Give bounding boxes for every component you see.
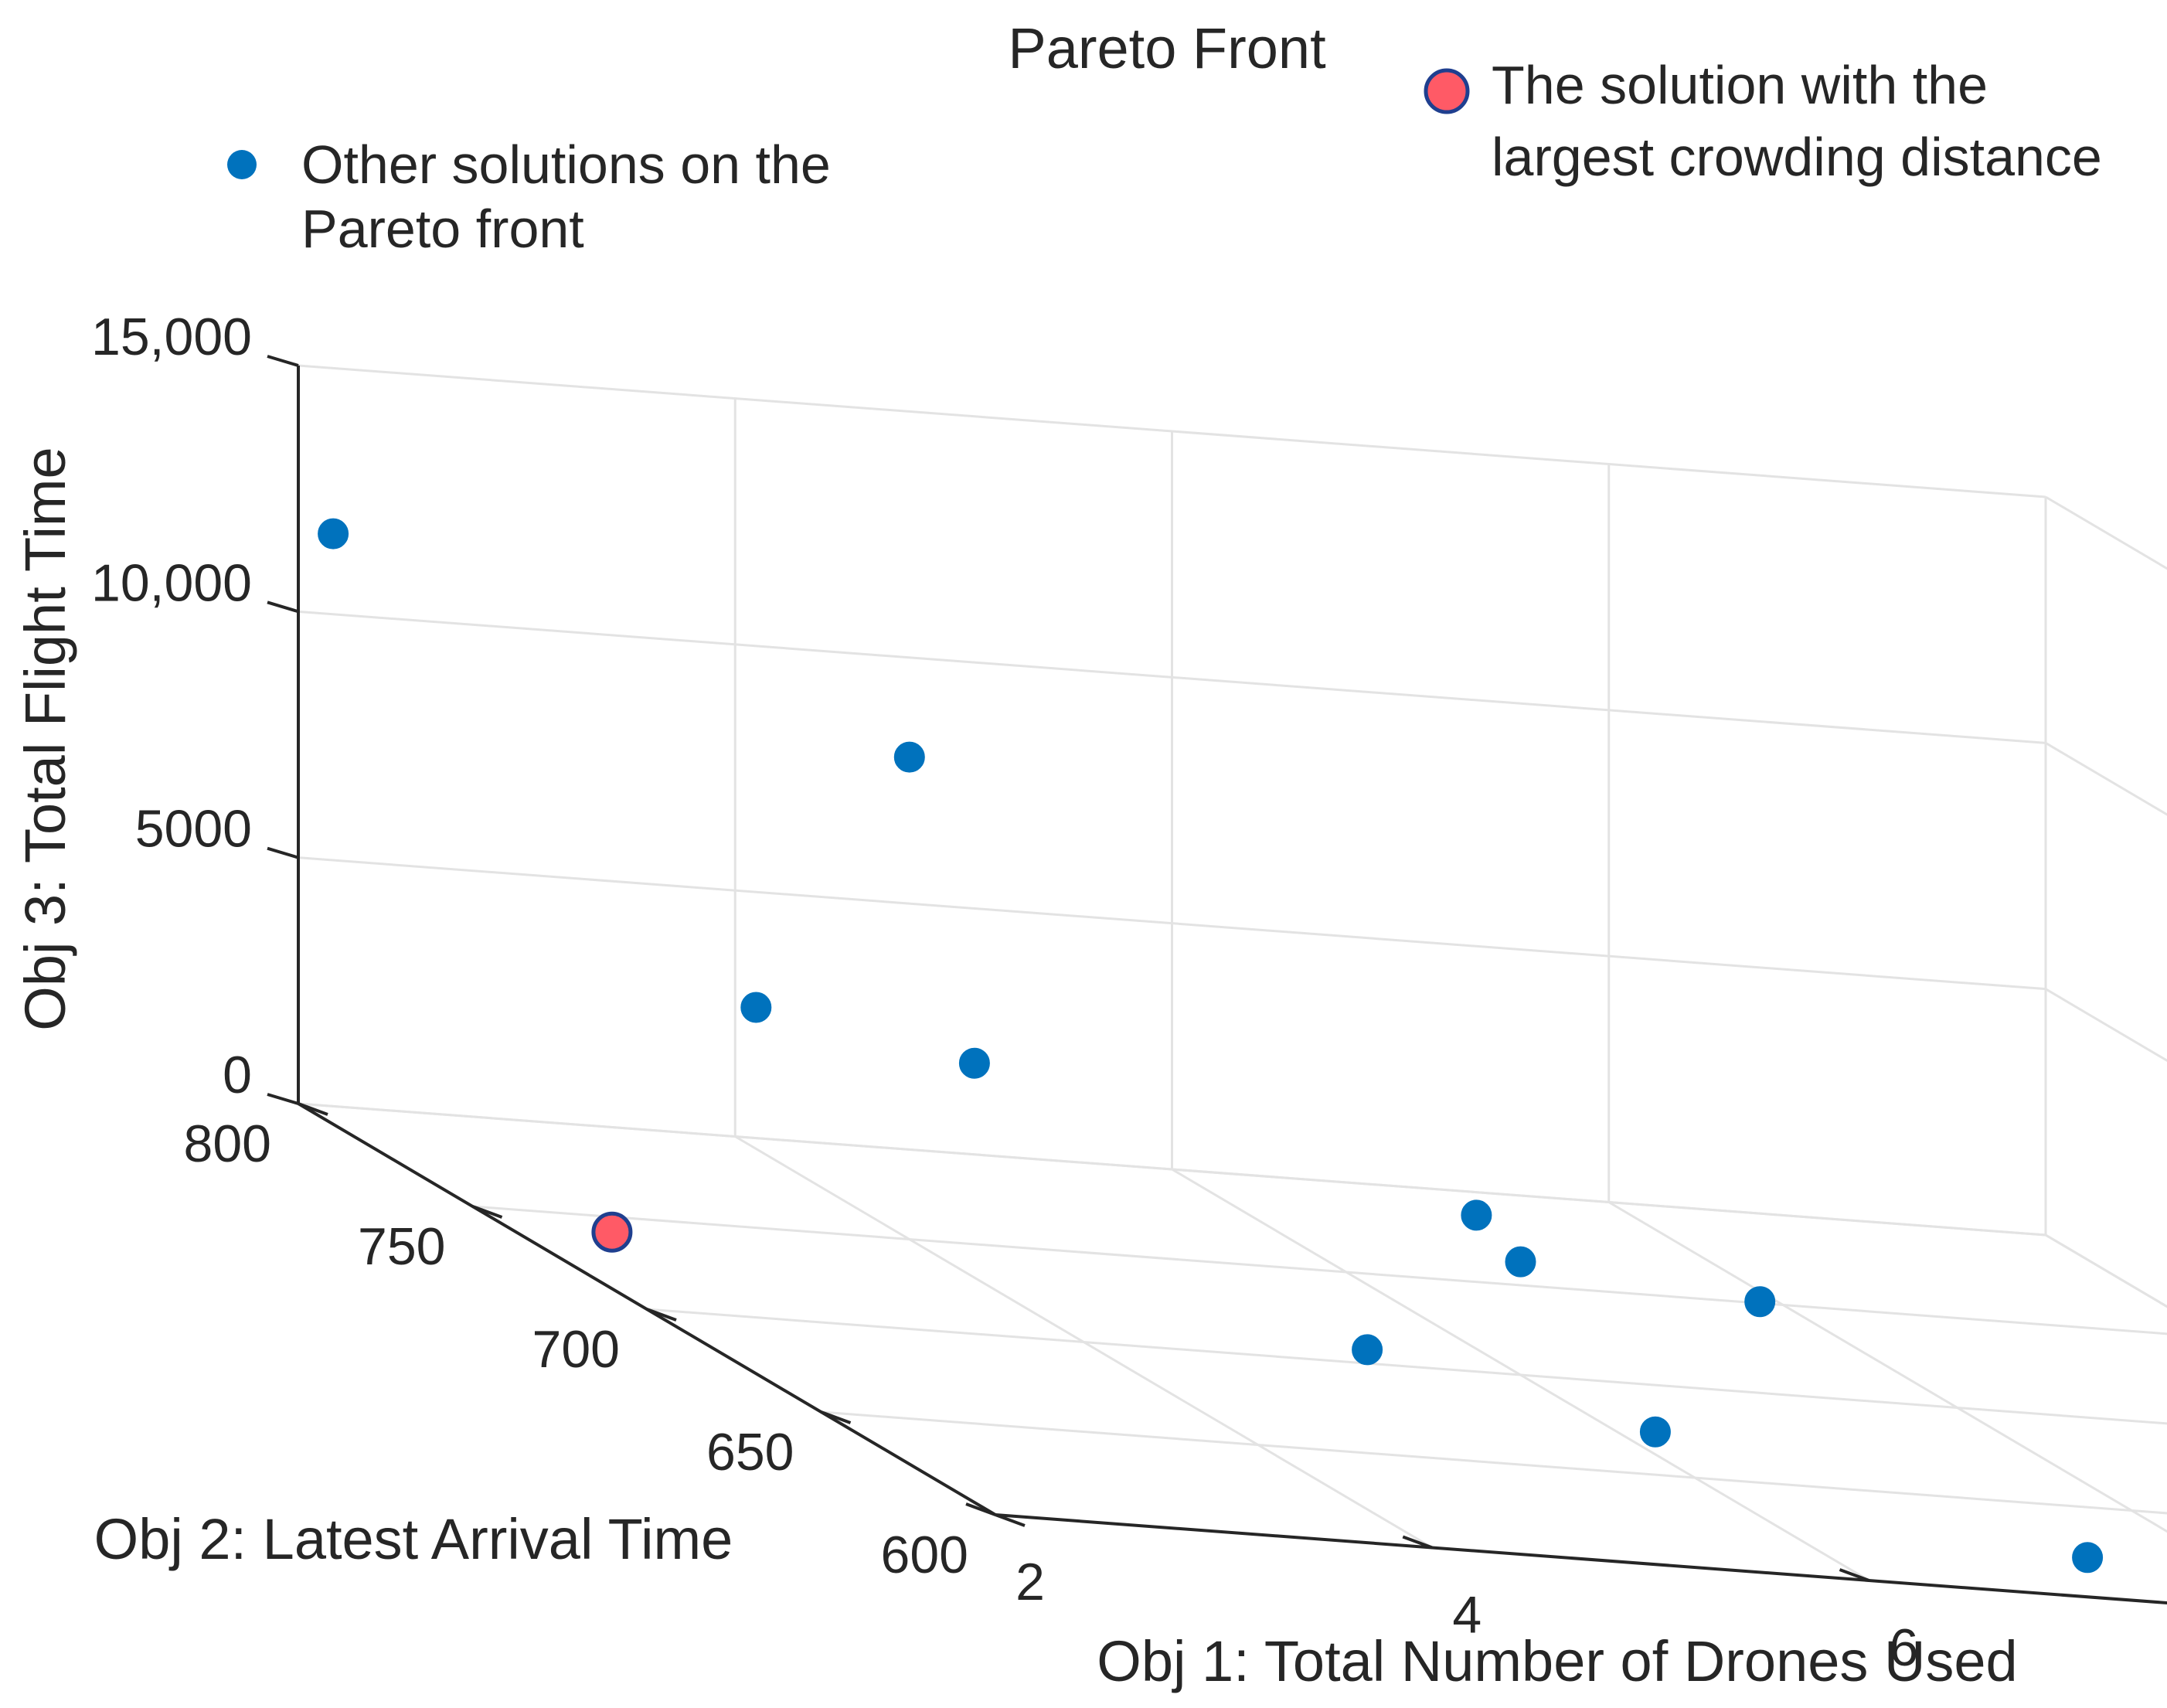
legend-marker-other-solutions [227, 150, 257, 179]
z-tick-label: 5000 [135, 800, 252, 859]
data-point [1461, 1199, 1492, 1231]
y-tick [471, 1205, 503, 1219]
legend-marker-best-solution [1424, 68, 1470, 114]
legend-entry-other-solutions: Other solutions on the Pareto front [227, 134, 831, 259]
back-wall-gridline-z [298, 610, 2046, 744]
data-point [318, 518, 349, 549]
y-tick-label: 700 [532, 1320, 620, 1379]
legend-label-other-line1: Other solutions on the [301, 134, 831, 195]
z-tick-label: 0 [223, 1046, 252, 1104]
z-axis-label: Obj 3: Total Flight Time [13, 447, 77, 1030]
y-tick-label: 600 [881, 1526, 968, 1584]
back-wall-gridline-z [298, 1102, 2046, 1237]
data-points [318, 518, 2104, 1574]
x-tick-label: 6 [1890, 1618, 1919, 1677]
floor-gridline-y [821, 1410, 2167, 1515]
legend-entry-best-solution: The solution with the largest crowding d… [1424, 55, 2102, 187]
z-tick [267, 846, 299, 859]
z-tick [267, 355, 299, 367]
y-tick [298, 1102, 328, 1116]
x-tick-label: 2 [1015, 1553, 1045, 1611]
side-wall-gridline-z [2045, 988, 2167, 1063]
z-tick-label: 10,000 [91, 553, 252, 612]
side-wall-gridline-z [2045, 742, 2167, 816]
y-tick-label: 650 [706, 1423, 794, 1482]
x-axis-label: Obj 1: Total Number of Drones Used [1097, 1629, 2017, 1693]
side-wall-gridline-z [2045, 1233, 2167, 1308]
grid-layer [297, 364, 2167, 1604]
axis-layer [267, 355, 2167, 1604]
data-point [893, 741, 925, 773]
data-point [1505, 1246, 1536, 1278]
data-point [1352, 1334, 1383, 1366]
z-tick [267, 1093, 299, 1105]
legend: Other solutions on the Pareto front The … [227, 55, 2102, 259]
data-point [2072, 1542, 2104, 1574]
legend-label-best-line2: largest crowding distance [1492, 127, 2102, 187]
data-point-best-solution [591, 1211, 633, 1253]
x-tick [965, 1502, 996, 1516]
floor-gridline-y [472, 1205, 2167, 1335]
legend-label-best-line1: The solution with the [1492, 55, 1988, 115]
chart-title: Pareto Front [1008, 16, 1326, 80]
side-wall-gridline-z [2045, 495, 2167, 570]
y-tick [820, 1410, 852, 1424]
data-point [1639, 1416, 1671, 1448]
legend-label-other-line2: Pareto front [301, 199, 584, 259]
y-tick-label: 750 [358, 1217, 445, 1276]
z-tick [267, 601, 299, 614]
x-tick-label: 4 [1452, 1586, 1482, 1645]
back-wall-gridline-z [298, 856, 2046, 991]
y-tick [995, 1513, 1026, 1527]
y-tick-label: 800 [184, 1114, 271, 1173]
data-point [958, 1047, 990, 1079]
floor-gridline-y [646, 1308, 2167, 1425]
x-tick [1402, 1535, 1433, 1550]
x-tick [1839, 1568, 1870, 1582]
z-tick-label: 15,000 [91, 308, 252, 366]
back-wall-gridline-z [298, 364, 2046, 498]
data-point [740, 992, 772, 1023]
y-axis-label: Obj 2: Latest Arrival Time [94, 1507, 733, 1571]
data-point [1744, 1286, 1776, 1318]
y-tick [646, 1308, 677, 1322]
